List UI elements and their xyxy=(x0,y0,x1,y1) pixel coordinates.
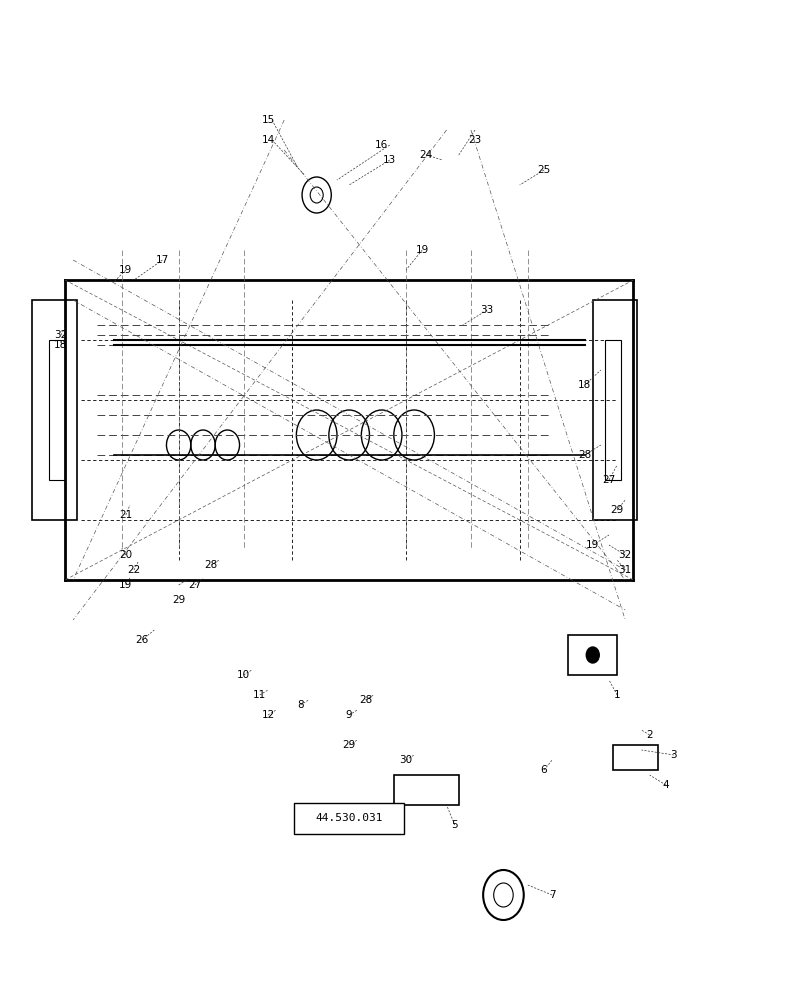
Text: 10: 10 xyxy=(237,670,250,680)
Bar xyxy=(49,340,65,480)
Text: 25: 25 xyxy=(537,165,550,175)
Text: 17: 17 xyxy=(156,255,169,265)
Text: 13: 13 xyxy=(383,155,396,165)
Text: 20: 20 xyxy=(119,550,132,560)
Bar xyxy=(568,635,616,675)
Text: 29: 29 xyxy=(610,505,623,515)
Text: 29: 29 xyxy=(342,740,355,750)
Text: 44.530.031: 44.530.031 xyxy=(315,813,383,823)
Text: 18: 18 xyxy=(577,380,590,390)
Text: 29: 29 xyxy=(172,595,185,605)
Bar xyxy=(393,775,458,805)
Text: 19: 19 xyxy=(586,540,599,550)
Text: 30: 30 xyxy=(399,755,412,765)
Bar xyxy=(592,300,637,520)
Text: 11: 11 xyxy=(253,690,266,700)
Text: 15: 15 xyxy=(261,115,274,125)
Text: 7: 7 xyxy=(548,890,555,900)
Text: 27: 27 xyxy=(188,580,201,590)
Text: 14: 14 xyxy=(261,135,274,145)
Text: 16: 16 xyxy=(375,140,388,150)
Text: 32: 32 xyxy=(54,330,67,340)
Text: 12: 12 xyxy=(261,710,274,720)
Text: 24: 24 xyxy=(419,150,432,160)
Text: 19: 19 xyxy=(415,245,428,255)
Text: 3: 3 xyxy=(670,750,676,760)
Text: 27: 27 xyxy=(602,475,615,485)
Text: 33: 33 xyxy=(480,305,493,315)
Bar xyxy=(604,340,620,480)
Text: 18: 18 xyxy=(54,340,67,350)
Text: 28: 28 xyxy=(577,450,590,460)
Text: 1: 1 xyxy=(613,690,620,700)
Text: 8: 8 xyxy=(297,700,303,710)
Bar xyxy=(612,745,657,770)
Bar xyxy=(32,300,77,520)
Text: 6: 6 xyxy=(540,765,547,775)
Text: 9: 9 xyxy=(345,710,352,720)
Text: 21: 21 xyxy=(119,510,132,520)
Text: 4: 4 xyxy=(662,780,668,790)
Text: 22: 22 xyxy=(127,565,140,575)
Text: 28: 28 xyxy=(204,560,217,570)
Text: 5: 5 xyxy=(451,820,457,830)
Text: 26: 26 xyxy=(135,635,148,645)
Text: 28: 28 xyxy=(358,695,371,705)
Text: 32: 32 xyxy=(618,550,631,560)
Circle shape xyxy=(586,647,599,663)
Text: 19: 19 xyxy=(119,265,132,275)
Text: 19: 19 xyxy=(119,580,132,590)
Text: 2: 2 xyxy=(646,730,652,740)
FancyBboxPatch shape xyxy=(294,802,404,834)
Text: 31: 31 xyxy=(618,565,631,575)
Text: 23: 23 xyxy=(468,135,481,145)
